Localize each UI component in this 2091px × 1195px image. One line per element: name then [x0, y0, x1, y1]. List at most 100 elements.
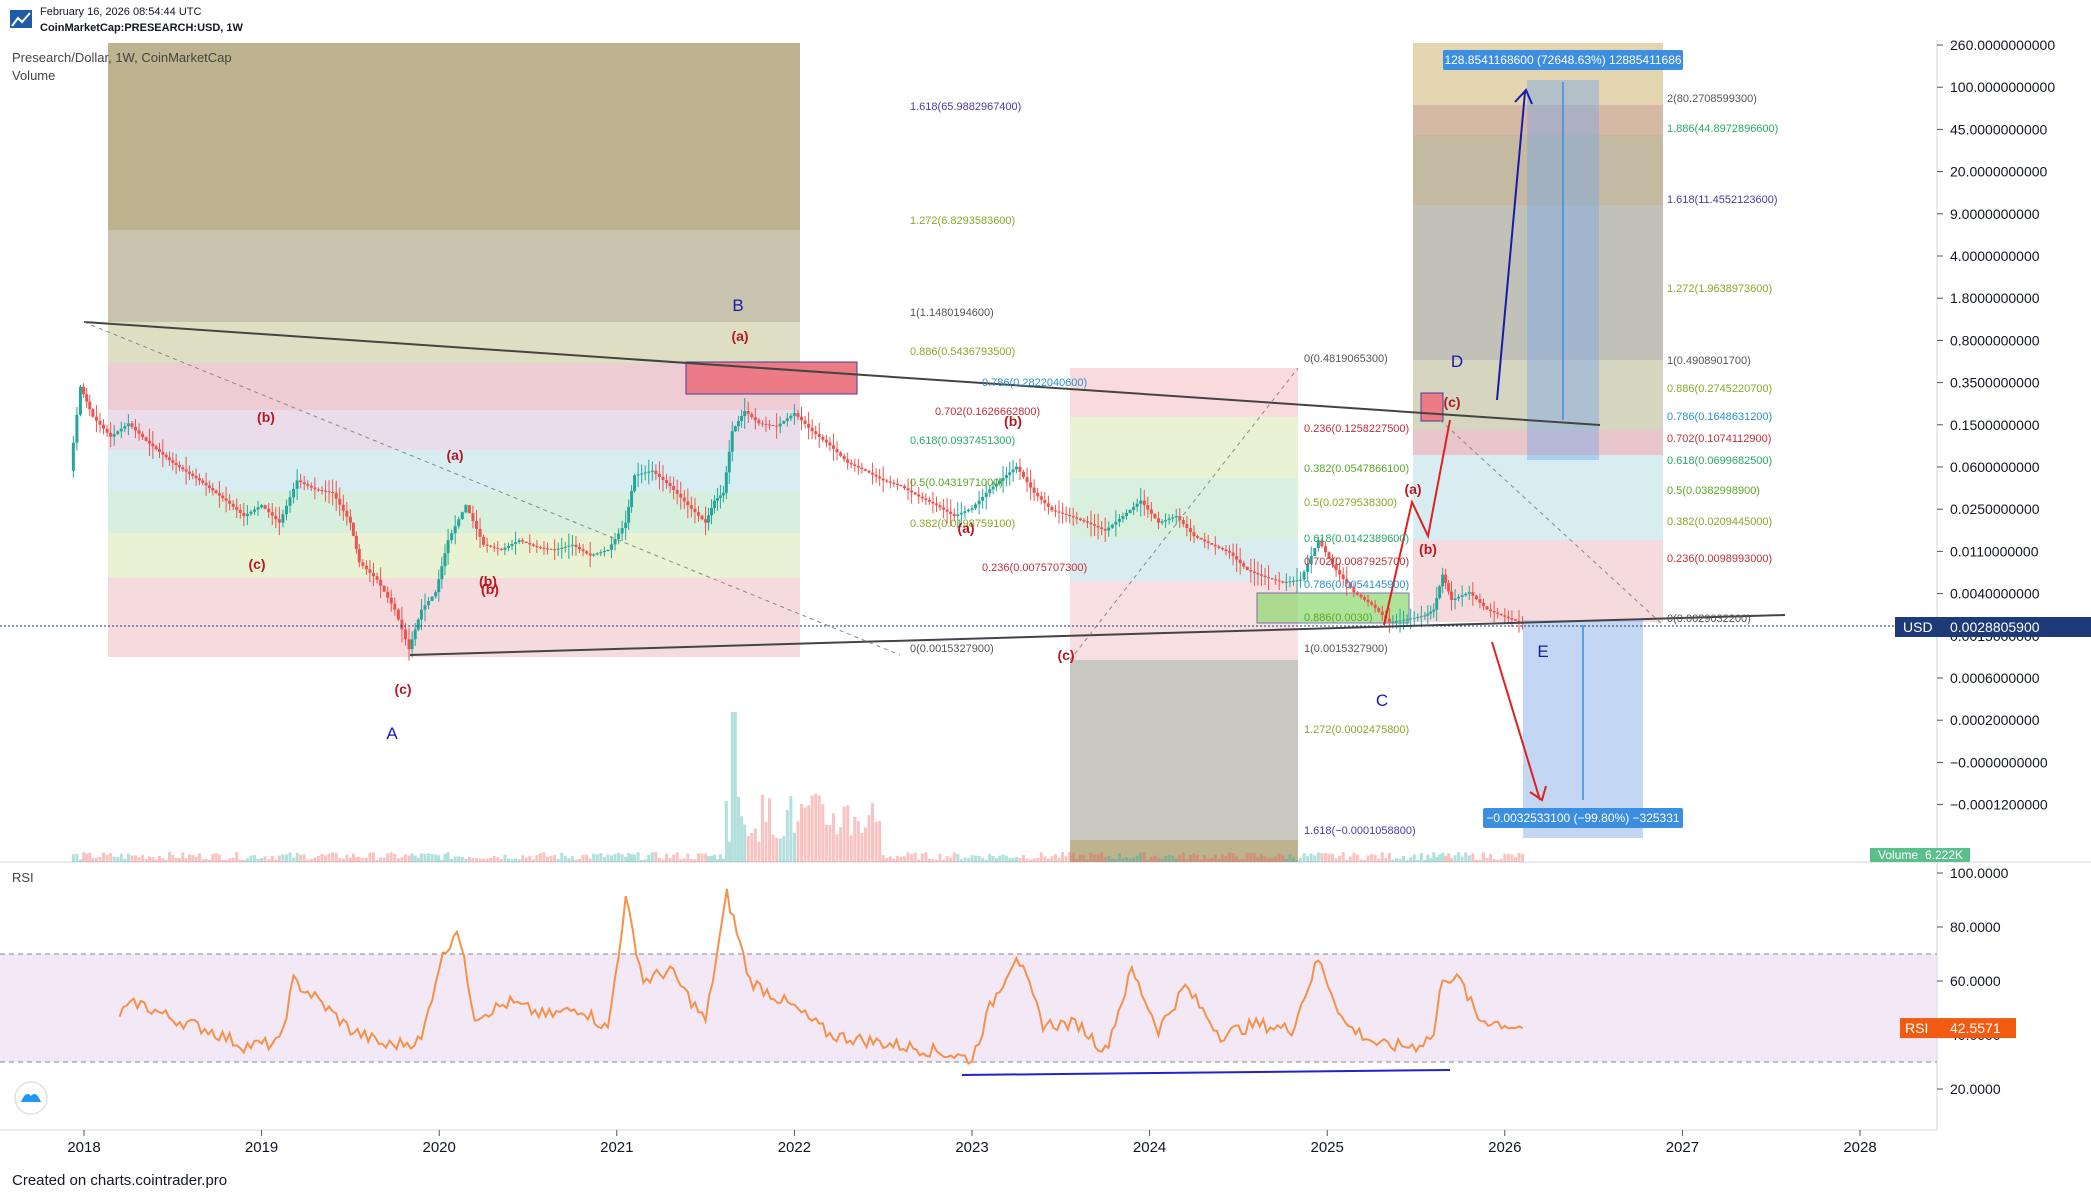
- candle-body: [78, 386, 82, 415]
- candle-body: [1444, 574, 1448, 584]
- candle-body: [636, 474, 640, 476]
- volume-bar: [1242, 859, 1246, 862]
- candle-body: [1252, 571, 1256, 573]
- candle-body: [613, 538, 617, 545]
- candle-body: [1467, 592, 1471, 594]
- fib-zone: [1070, 660, 1298, 840]
- candle-body: [707, 515, 711, 523]
- fib-level-label: 2(80.2708599300): [1667, 93, 1757, 105]
- candle-body: [270, 512, 274, 516]
- candle-body: [407, 639, 411, 650]
- volume-bar: [856, 821, 860, 862]
- candle-body: [281, 514, 285, 523]
- candle-body: [1284, 581, 1288, 583]
- fib-level-label: 0.786(0.1648631200): [1667, 411, 1772, 423]
- candle-body: [471, 513, 475, 522]
- volume-bar: [1174, 858, 1178, 862]
- volume-bar: [1510, 854, 1514, 862]
- volume-bar: [1426, 854, 1430, 862]
- volume-bar: [434, 854, 438, 862]
- candle-body: [1078, 518, 1082, 521]
- rsi-axis[interactable]: 100.000080.000060.000040.000020.0000RSI4…: [1900, 865, 2016, 1097]
- volume-bar: [82, 852, 86, 862]
- candle-body: [306, 483, 310, 486]
- volume-bar: [1384, 858, 1388, 862]
- candle-body: [1352, 587, 1356, 593]
- candle-body: [331, 492, 335, 494]
- volume-bar: [892, 858, 896, 862]
- volume-bar: [1125, 857, 1129, 862]
- volume-bar: [256, 859, 260, 862]
- fib-level-label: 0.382(0.0209445000): [1667, 516, 1772, 528]
- time-axis[interactable]: 2018 2019 2020 2021 2022 2023 2024 2025 2026 2027…: [67, 1130, 1877, 1156]
- candle-body: [144, 437, 148, 441]
- candle-body: [913, 492, 917, 495]
- candle-body: [274, 515, 278, 520]
- candle-body: [724, 472, 728, 493]
- candle-body: [1281, 581, 1285, 583]
- candle-body: [277, 519, 281, 523]
- wave-minor-label: (c): [394, 681, 411, 697]
- fib-level-label: 1.618(11.4552123600): [1667, 194, 1778, 206]
- wave-major-label: A: [386, 724, 398, 743]
- candle-body: [235, 506, 239, 510]
- candle-body: [211, 487, 215, 491]
- candle-body: [1398, 620, 1402, 622]
- volume-bar: [867, 815, 871, 862]
- candle-body: [1291, 580, 1295, 582]
- candle-body: [453, 526, 457, 534]
- volume-bar: [1352, 852, 1356, 862]
- volume-bar: [517, 859, 521, 862]
- candle-body: [563, 546, 567, 548]
- volume-bar: [945, 856, 949, 862]
- volume-bar: [260, 857, 264, 862]
- candle-body: [1210, 543, 1214, 545]
- volume-bar: [116, 856, 120, 862]
- volume-bar: [1029, 859, 1033, 862]
- candle-body: [977, 500, 981, 505]
- rsi-pane: [0, 888, 1937, 1066]
- supply-box-2: [1420, 392, 1444, 422]
- candle-body: [668, 483, 672, 487]
- price-axis[interactable]: 260.0000000000 100.0000000000 45.000000000…: [1870, 40, 2091, 862]
- candle-body: [657, 473, 661, 477]
- volume-bar: [689, 858, 693, 862]
- volume-bar: [474, 858, 478, 862]
- chart-canvas[interactable]: 128.8541168600 (72648.63%) 12885411686 −0…: [0, 40, 2091, 1170]
- candle-body: [959, 512, 963, 515]
- candle-body: [450, 533, 454, 541]
- volume-bar: [1345, 859, 1349, 862]
- candle-body: [1345, 578, 1349, 584]
- candle-body: [430, 596, 434, 601]
- candle-body: [295, 480, 299, 489]
- wave-minor-label: (b): [1004, 413, 1022, 429]
- volume-bar: [778, 838, 782, 862]
- candle-body: [727, 451, 731, 473]
- rsi-support: [961, 1069, 1451, 1076]
- last-price-tag: USD 0.0028805900: [1895, 617, 2091, 637]
- candle-body: [1224, 549, 1228, 552]
- candle-body: [750, 414, 754, 418]
- candle-body: [712, 500, 716, 509]
- volume-bar: [174, 858, 178, 862]
- candle-body: [214, 490, 218, 494]
- fib-zone: [1413, 455, 1663, 540]
- candle-body: [1100, 527, 1104, 530]
- tradingview-logo-icon[interactable]: [14, 1081, 48, 1115]
- volume-bar: [707, 856, 711, 862]
- rsi-band: [0, 954, 1937, 1062]
- candle-body: [1517, 620, 1521, 623]
- volume-bar: [263, 856, 267, 862]
- candle-body: [334, 492, 338, 499]
- volume-bar: [187, 854, 191, 862]
- volume-bar: [895, 856, 899, 862]
- fib-zone: [108, 363, 800, 410]
- wave-major-label: E: [1537, 642, 1548, 661]
- candle-body: [1263, 575, 1267, 578]
- candle-body: [835, 448, 839, 453]
- volume-bar: [760, 794, 764, 862]
- volume-bar: [252, 855, 256, 862]
- candle-body: [489, 545, 493, 547]
- candle-body: [647, 471, 651, 473]
- volume-bar: [630, 854, 634, 862]
